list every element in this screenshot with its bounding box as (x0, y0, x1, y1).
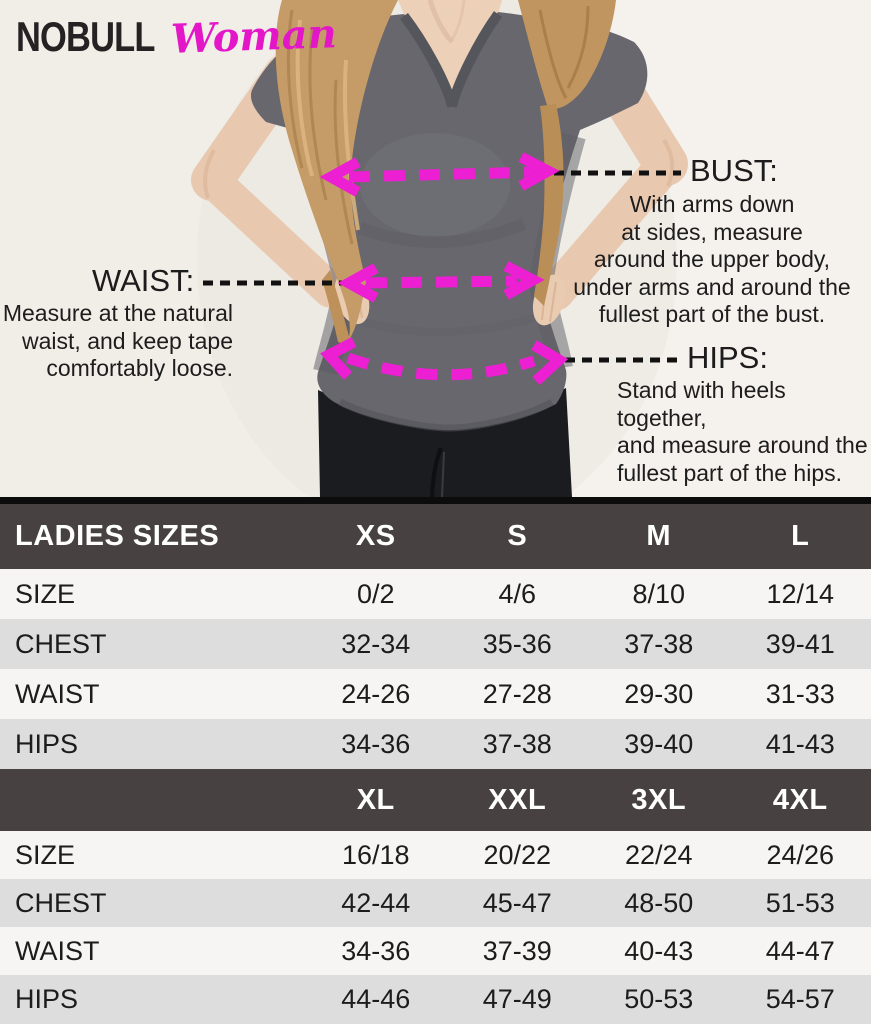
header-cell: 3XL (631, 783, 687, 816)
cell: 45-47 (482, 887, 552, 918)
cell: 20/22 (483, 839, 552, 870)
cell: 24-26 (341, 678, 411, 709)
waist-instructions-line: Measure at the natural (2, 300, 233, 326)
measure-arrows (319, 152, 569, 386)
table-row: CHEST 42-44 45-47 48-50 51-53 (0, 879, 871, 927)
cell: 40-43 (624, 935, 694, 966)
bust-instructions-line: under arms and around the (573, 273, 851, 300)
header-cell: 4XL (772, 783, 828, 816)
hips-instructions-line: Stand with heels together, (617, 377, 786, 431)
header-cell: XL (356, 783, 395, 816)
cell: 42-44 (341, 887, 411, 918)
waist-instructions-line: waist, and keep tape (22, 327, 233, 354)
cell: 32-34 (341, 628, 411, 659)
cell: 54-57 (765, 984, 835, 1014)
table-row: CHEST 32-34 35-36 37-38 39-41 (0, 619, 871, 669)
bust-instructions-line: fullest part of the bust. (598, 301, 826, 327)
photo-table-divider (0, 497, 871, 504)
bust-instructions-line: at sides, measure (621, 218, 803, 245)
waist-instructions: Measure at the natural waist, and keep t… (0, 300, 233, 383)
row-label: WAIST (15, 678, 100, 709)
cell: 48-50 (624, 887, 694, 918)
waist-instructions-line: comfortably loose. (46, 355, 233, 381)
row-label: SIZE (15, 578, 76, 609)
bust-instructions-line: With arms down (629, 191, 795, 217)
cell: 0/2 (356, 578, 395, 609)
size-table-header-row-2: XL XXL 3XL 4XL (0, 769, 871, 831)
cell: 37-38 (482, 728, 552, 759)
waist-label: WAIST: (92, 263, 195, 298)
cell: 50-53 (624, 984, 694, 1014)
hips-instructions-line: and measure around the (617, 432, 868, 458)
bust-instructions: With arms down at sides, measure around … (562, 191, 862, 329)
cell: 16/18 (341, 839, 410, 870)
hips-instructions: Stand with heels together, and measure a… (617, 377, 869, 487)
cell: 4/6 (498, 578, 537, 609)
bust-instructions-line: around the upper body, (593, 246, 831, 272)
model-photo-illustration (0, 0, 871, 497)
row-label: HIPS (15, 984, 79, 1014)
row-label: CHEST (15, 628, 107, 659)
table-row: HIPS 34-36 37-38 39-40 41-43 (0, 719, 871, 769)
cell: 34-36 (341, 935, 411, 966)
measure-connector-lines (203, 170, 681, 363)
cell: 39-41 (765, 628, 835, 659)
size-chart-table: LADIES SIZES XS S M L SIZE 0/2 4/6 8/10 … (0, 504, 871, 1024)
table-row: SIZE 0/2 4/6 8/10 12/14 (0, 569, 871, 619)
header-cell: XS (355, 520, 396, 552)
cell: 44-47 (765, 935, 835, 966)
bust-label: BUST: (690, 153, 778, 188)
row-label: CHEST (15, 887, 107, 918)
cell: 35-36 (482, 628, 552, 659)
model-neck (398, 0, 502, 108)
row-label: HIPS (15, 728, 79, 759)
brand-logo-text: NOBULL (16, 13, 155, 60)
row-label: SIZE (15, 839, 76, 870)
vneck-collar (400, 11, 503, 108)
row-label: WAIST (15, 935, 100, 966)
header-cell: S (507, 520, 528, 552)
cell: 44-46 (341, 984, 411, 1014)
hips-label: HIPS: (687, 340, 768, 375)
header-cell: L (791, 520, 810, 552)
cell: 29-30 (624, 678, 694, 709)
cell: 37-39 (482, 935, 552, 966)
table-row: HIPS 44-46 47-49 50-53 54-57 (0, 975, 871, 1024)
cell: 51-53 (765, 887, 835, 918)
size-table-header-row-1: LADIES SIZES XS S M L (0, 504, 871, 569)
cell: 47-49 (482, 984, 552, 1014)
header-cell: M (646, 520, 672, 552)
waist-arrow (365, 275, 518, 289)
brand-logo-woman-text: Woman (170, 10, 338, 63)
header-cell: LADIES SIZES (15, 520, 220, 552)
cell: 24/26 (766, 839, 835, 870)
brand-logo: NOBULL Woman (16, 10, 338, 63)
cell: 8/10 (632, 578, 686, 609)
table-row: SIZE 16/18 20/22 22/24 24/26 (0, 831, 871, 879)
cell: 12/14 (766, 578, 835, 609)
cell: 34-36 (341, 728, 411, 759)
cell: 41-43 (765, 728, 835, 759)
header-cell: XXL (488, 783, 547, 816)
cell: 31-33 (765, 678, 835, 709)
bust-arrow (348, 166, 536, 183)
cell: 39-40 (624, 728, 694, 759)
cell: 22/24 (624, 839, 693, 870)
table-row: WAIST 24-26 27-28 29-30 31-33 (0, 669, 871, 719)
photo-section: NOBULL Woman BUST: With arms down at sid… (0, 0, 871, 497)
cell: 37-38 (624, 628, 694, 659)
table-row: WAIST 34-36 37-39 40-43 44-47 (0, 927, 871, 975)
cell: 27-28 (482, 678, 552, 709)
hips-instructions-line: fullest part of the hips. (617, 459, 843, 486)
